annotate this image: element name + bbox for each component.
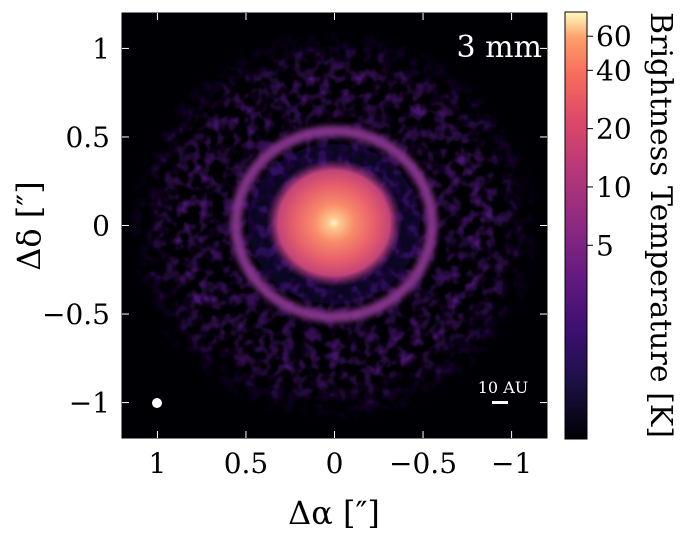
colorbar-tick-label: 20 (596, 113, 632, 146)
dust-ring (230, 125, 438, 323)
y-tick-label: 0.5 (65, 121, 110, 154)
x-tick-label: 1 (149, 447, 167, 480)
x-axis-label: Δα [″] (288, 494, 380, 532)
colorbar-gradient (564, 11, 588, 440)
x-tick-label: 0.5 (224, 447, 269, 480)
colorbar-tick-label: 10 (596, 171, 632, 204)
y-axis-label: Δδ [″] (10, 181, 48, 270)
tick-layer: 1 0.5 0 −0.5 −1 1 0.5 0 −0.5 −1 (42, 13, 547, 480)
scale-bar (492, 401, 508, 404)
x-tick-label: 0 (326, 447, 344, 480)
y-tick-label: 1 (92, 32, 110, 65)
y-tick-label: −1 (69, 387, 110, 420)
scale-bar-label: 10 AU (478, 378, 528, 397)
colorbar-tick-label: 5 (596, 229, 614, 262)
image-panel: 10 AU 3 mm (122, 13, 547, 438)
band-label: 3 mm (456, 30, 542, 65)
colorbar-tick-label: 40 (596, 54, 632, 87)
colorbar-label: Brightness Temperature [K] (643, 12, 678, 438)
beam-marker (152, 398, 162, 408)
central-disk (266, 159, 402, 287)
x-tick-label: −0.5 (389, 447, 457, 480)
x-tick-label: −1 (491, 447, 532, 480)
colorbar-tick-label: 60 (596, 20, 632, 53)
y-tick-label: 0 (92, 210, 110, 243)
y-tick-label: −0.5 (42, 298, 110, 331)
